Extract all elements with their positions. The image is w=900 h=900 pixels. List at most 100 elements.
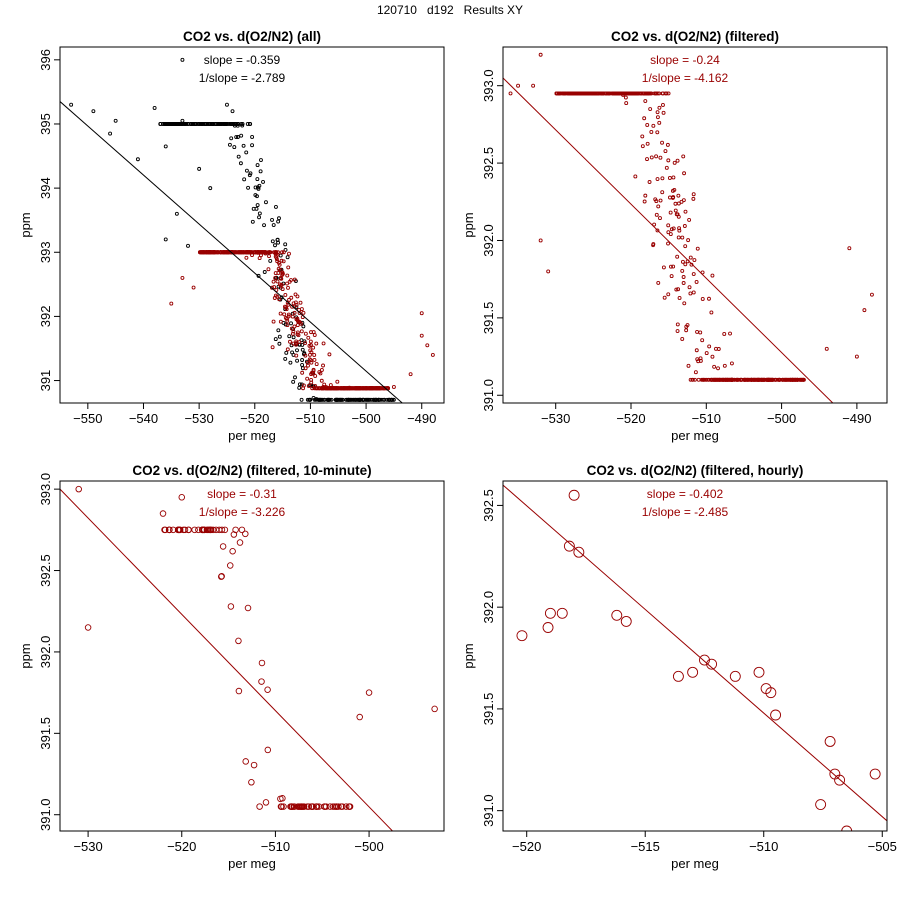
data-point-filtered	[680, 336, 685, 341]
data-point-filtered	[244, 604, 252, 612]
data-point-all	[234, 135, 239, 140]
data-point-filtered	[683, 262, 688, 267]
data-point-filtered	[601, 91, 606, 96]
data-point-all	[285, 255, 290, 260]
data-point-filtered	[297, 311, 302, 315]
data-point-filtered	[242, 758, 249, 765]
data-point-filtered	[321, 384, 326, 389]
data-point-filtered	[316, 386, 321, 391]
plot-area	[60, 485, 438, 831]
data-point-all	[291, 379, 296, 384]
data-point-filtered	[680, 259, 685, 264]
data-point-all	[197, 166, 202, 171]
y-axis-label: ppm	[18, 212, 33, 237]
data-point-filtered	[729, 361, 734, 366]
data-point-filtered	[615, 91, 620, 96]
data-point-all	[253, 185, 258, 190]
data-point-filtered	[356, 713, 363, 721]
data-point-filtered	[695, 329, 700, 334]
data-point-all	[294, 305, 299, 310]
data-point-filtered	[208, 250, 213, 255]
data-point-filtered	[516, 83, 521, 88]
data-point-filtered	[293, 292, 298, 297]
data-point-filtered	[274, 250, 279, 255]
plot-frame	[59, 480, 445, 832]
y-tick-label: 393.0	[481, 69, 496, 102]
data-point-all	[239, 133, 244, 138]
data-point-filtered	[238, 250, 243, 255]
data-point-filtered	[749, 377, 754, 382]
data-point-all	[318, 397, 323, 402]
data-point-filtered	[669, 227, 674, 232]
x-tick-label: −510	[749, 839, 778, 854]
data-point-filtered	[277, 297, 282, 302]
data-point-all	[238, 161, 243, 166]
data-point-filtered	[353, 386, 358, 391]
data-point-all	[171, 122, 176, 126]
data-point-all	[276, 219, 281, 224]
data-point-filtered	[681, 154, 686, 159]
data-point-all	[299, 338, 304, 343]
data-point-filtered	[755, 377, 760, 382]
data-point-all	[247, 173, 252, 178]
data-point-filtered	[301, 310, 306, 315]
data-point-filtered	[712, 364, 717, 369]
data-point	[563, 540, 575, 552]
data-point-filtered	[162, 526, 169, 534]
data-point-filtered	[675, 322, 680, 327]
data-point-filtered	[670, 188, 675, 193]
data-point-filtered	[655, 130, 660, 135]
data-point-filtered	[175, 526, 182, 534]
data-point-filtered	[340, 386, 345, 391]
y-tick-label: 395	[38, 113, 53, 135]
data-point-filtered	[661, 110, 666, 115]
data-point-filtered	[286, 312, 291, 317]
data-point-filtered	[700, 377, 705, 382]
data-point-filtered	[291, 803, 298, 810]
data-point-filtered	[272, 285, 277, 290]
data-point-filtered	[683, 209, 688, 214]
data-point-all	[225, 122, 230, 126]
data-point-filtered	[774, 377, 779, 382]
data-point-filtered	[290, 314, 295, 319]
data-point-filtered	[290, 331, 295, 336]
data-point-all	[268, 258, 273, 263]
data-point-filtered	[226, 562, 234, 569]
data-point-filtered	[312, 803, 320, 810]
data-point-filtered	[627, 91, 631, 96]
x-axis-label: per meg	[228, 428, 276, 443]
data-point-all	[196, 122, 201, 126]
data-point-filtered	[658, 216, 662, 221]
x-tick-label: −515	[631, 839, 660, 854]
data-point-filtered	[315, 386, 320, 391]
data-point-filtered	[661, 265, 666, 270]
y-tick-label: 391.5	[481, 302, 496, 335]
data-point-all	[276, 328, 281, 333]
data-point-filtered	[657, 105, 662, 110]
data-point-all	[278, 253, 283, 258]
data-point-all	[273, 243, 277, 248]
data-point-filtered	[294, 317, 299, 322]
data-point-all	[232, 145, 237, 150]
y-axis-label: ppm	[461, 643, 476, 668]
data-point-all	[220, 122, 225, 126]
data-point	[753, 666, 765, 678]
data-point-filtered	[425, 343, 430, 348]
data-point-all	[357, 397, 362, 402]
slope-annotation: slope = -0.24	[650, 53, 720, 67]
data-point-filtered	[847, 246, 852, 251]
data-point-filtered	[274, 251, 278, 256]
data-point-filtered	[747, 377, 752, 382]
data-point-filtered	[298, 300, 303, 305]
data-point-filtered	[220, 250, 225, 255]
data-point-filtered	[567, 91, 572, 96]
data-point-filtered	[574, 91, 579, 96]
data-point-all	[366, 397, 370, 402]
data-point-filtered	[289, 326, 294, 331]
data-point-filtered	[698, 330, 703, 335]
data-point-filtered	[647, 91, 652, 96]
data-point-filtered	[307, 357, 312, 362]
data-point-filtered	[191, 285, 196, 290]
data-point-filtered	[279, 276, 283, 280]
data-point-filtered	[303, 341, 308, 346]
